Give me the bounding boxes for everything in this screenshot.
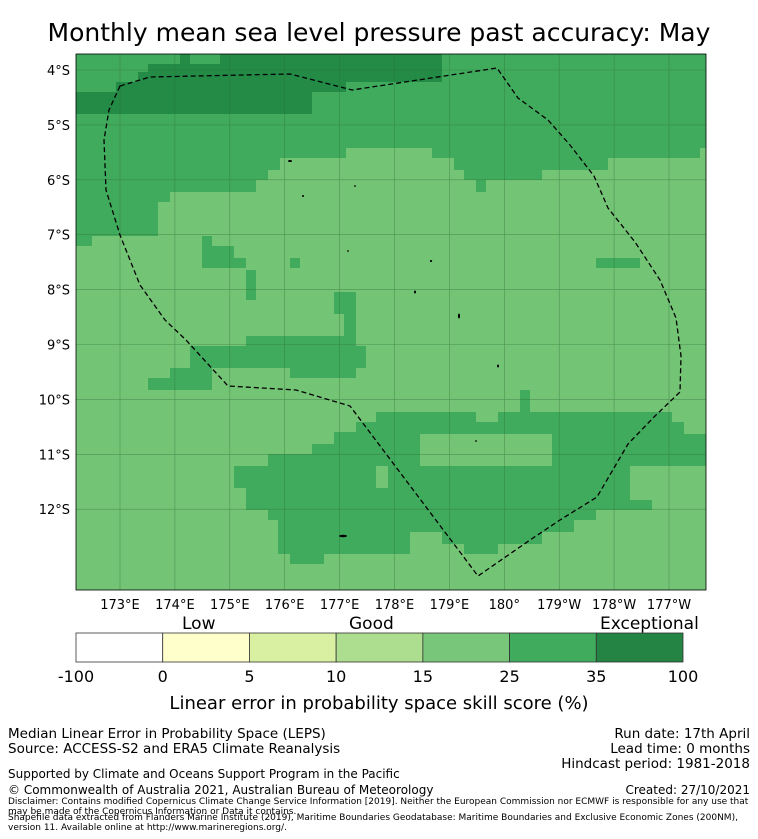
island <box>497 364 499 368</box>
footer-support: Supported by Climate and Oceans Support … <box>8 767 400 781</box>
island <box>339 534 347 538</box>
skill-region-high-south <box>234 390 706 564</box>
footer-hindcast: Hindcast period: 1981-2018 <box>561 756 750 772</box>
lat-label: 7°S <box>47 229 70 244</box>
skill-patch <box>420 434 552 466</box>
footer-method: Median Linear Error in Probability Space… <box>8 726 326 742</box>
colorbar-segment <box>422 632 510 663</box>
island <box>429 260 433 262</box>
lon-label: 173°E <box>100 598 140 613</box>
island <box>458 313 460 319</box>
lon-label: 177°W <box>647 598 691 613</box>
map-title: Monthly mean sea level pressure past acc… <box>47 18 711 47</box>
island <box>347 250 349 252</box>
colorbar-segment <box>335 632 424 663</box>
eez-boundary <box>103 67 682 577</box>
lon-label: 179°E <box>430 598 470 613</box>
lon-label: 180° <box>489 598 520 613</box>
footer-shapefile: Shapefile data extracted from Flanders M… <box>8 813 738 833</box>
colorbar-tick-label: 10 <box>325 667 347 686</box>
colorbar <box>75 632 684 663</box>
colorbar-tick-label: 25 <box>499 667 520 686</box>
colorbar-tick-label: -100 <box>57 667 95 686</box>
lon-label: 177°E <box>320 598 360 613</box>
map-frame <box>75 53 707 591</box>
skill-map: 4°S 5°S 6°S 7°S 8°S 9°S 10°S 11°S 12°S 173°E 174°… <box>39 53 707 613</box>
skill-patch <box>190 54 220 64</box>
colorbar-segment <box>595 632 684 663</box>
footer-source: Source: ACCESS-S2 and ERA5 Climate Reana… <box>8 741 341 757</box>
footer-lead-time: Lead time: 0 months <box>610 741 750 757</box>
lon-label: 179°W <box>537 598 581 613</box>
colorbar-tick-label: 15 <box>412 667 434 686</box>
skill-region-high-small <box>202 236 246 268</box>
colorbar-segment <box>162 632 250 663</box>
footer-run-date: Run date: 17th April <box>614 726 750 742</box>
island <box>288 160 292 162</box>
lon-label: 178°W <box>592 598 636 613</box>
skill-region-high-mid <box>148 292 366 390</box>
lat-label: 11°S <box>39 448 70 463</box>
lat-label: 10°S <box>39 393 70 408</box>
skill-patch <box>376 466 388 488</box>
skill-patch <box>596 258 640 268</box>
lon-label: 178°E <box>375 598 415 613</box>
island <box>414 290 416 294</box>
latitude-labels: 4°S 5°S 6°S 7°S 8°S 9°S 10°S 11°S 12°S <box>39 64 70 518</box>
colorbar-segment <box>75 632 164 663</box>
lat-label: 12°S <box>39 503 70 518</box>
lat-label: 8°S <box>47 284 70 299</box>
colorbar-low-label: Low <box>182 614 216 634</box>
lon-label: 175°E <box>210 598 250 613</box>
longitude-labels: 173°E 174°E 175°E 176°E 177°E 178°E 179°E 180° 1… <box>100 598 691 613</box>
skill-patch <box>334 314 344 336</box>
island <box>354 185 356 187</box>
footer-copyright: © Commonwealth of Australia 2021, Austra… <box>8 783 434 797</box>
lat-label: 5°S <box>47 119 70 134</box>
colorbar-axis-label: Linear error in probability space skill … <box>169 693 589 714</box>
colorbar-tick-label: 100 <box>667 667 699 686</box>
colorbar-exceptional-label: Exceptional <box>600 614 699 634</box>
colorbar-segment <box>509 632 597 663</box>
colorbar-tick-label: 0 <box>157 667 168 686</box>
lat-label: 4°S <box>47 64 70 79</box>
colorbar-segment <box>249 632 337 663</box>
colorbar-good-label: Good <box>349 614 394 634</box>
islands <box>288 160 499 538</box>
skill-region-exceptional <box>76 54 442 114</box>
skill-patch <box>290 258 300 268</box>
island <box>475 440 477 442</box>
colorbar-tick-label: 5 <box>244 667 255 686</box>
lat-label: 9°S <box>47 339 70 354</box>
footer-created: Created: 27/10/2021 <box>625 783 750 797</box>
lat-label: 6°S <box>47 174 70 189</box>
skill-patch <box>246 270 256 300</box>
graticule <box>76 54 706 590</box>
island <box>302 195 304 197</box>
lon-label: 174°E <box>155 598 195 613</box>
colorbar-tick-label: 35 <box>586 667 607 686</box>
footer-disclaimer: Disclaimer: Contains modified Copernicus… <box>8 797 749 817</box>
lon-label: 176°E <box>265 598 305 613</box>
